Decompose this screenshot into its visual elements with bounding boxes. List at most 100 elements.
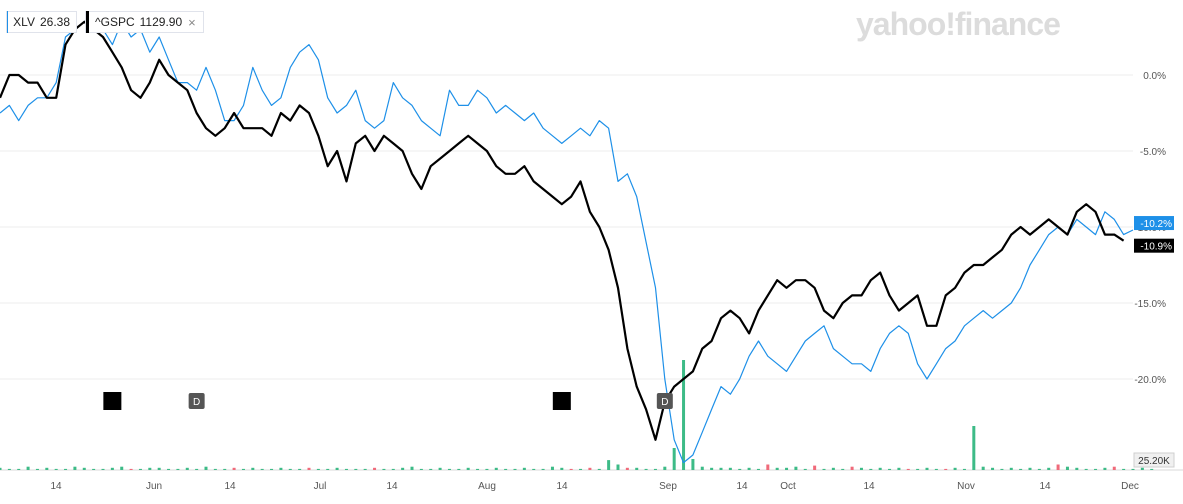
volume-bar <box>73 467 76 470</box>
y-tick-label: -15.0% <box>1134 299 1166 310</box>
x-tick-label: Sep <box>659 481 677 492</box>
volume-bar <box>205 467 208 470</box>
volume-bar <box>598 469 601 470</box>
volume-bar <box>944 469 947 470</box>
volume-bar <box>382 469 385 470</box>
volume-bar <box>1075 468 1078 470</box>
volume-bar <box>991 468 994 470</box>
legend-xlv[interactable]: XLV 26.38 <box>6 11 77 33</box>
volume-bar <box>354 469 357 470</box>
volume-bar <box>738 469 741 470</box>
x-tick-label: 14 <box>556 481 568 492</box>
volume-bar <box>551 467 554 470</box>
series-line-gspc <box>0 22 1124 440</box>
volume-bar <box>626 468 629 470</box>
volume-bar <box>663 467 666 470</box>
volume-bar <box>289 469 292 470</box>
volume-bar <box>1122 469 1125 470</box>
volume-bar <box>429 469 432 470</box>
volume-bar <box>720 468 723 470</box>
volume-bar <box>785 468 788 470</box>
volume-bar <box>504 469 507 470</box>
volume-bar <box>635 468 638 470</box>
volume-bar <box>476 469 479 470</box>
volume-bar <box>298 469 301 470</box>
volume-bar <box>495 468 498 470</box>
volume-bar <box>195 469 198 470</box>
volume-bar <box>439 468 442 470</box>
volume-bar <box>364 469 367 470</box>
volume-bar <box>757 469 760 470</box>
volume-bar <box>92 469 95 470</box>
volume-bar <box>1085 469 1088 470</box>
volume-bar <box>710 468 713 470</box>
x-tick-label: 14 <box>224 481 236 492</box>
volume-bar <box>691 459 694 470</box>
volume-bar <box>317 469 320 470</box>
close-icon[interactable]: × <box>188 15 196 30</box>
volume-bar <box>1029 468 1032 470</box>
volume-bar <box>392 469 395 470</box>
volume-bar <box>532 469 535 470</box>
legend-symbol-gspc: ^GSPC <box>95 15 135 29</box>
volume-bar <box>794 467 797 470</box>
legend-symbol-xlv: XLV <box>13 15 35 29</box>
volume-bar <box>560 468 563 470</box>
volume-bar <box>1113 467 1116 470</box>
volume-bar <box>1057 465 1060 471</box>
event-marker <box>103 392 121 410</box>
volume-bar <box>242 469 245 470</box>
legend-swatch-gspc <box>86 11 89 33</box>
volume-bar <box>1010 468 1013 470</box>
volume-bar <box>1132 469 1135 470</box>
volume-bar <box>27 467 30 470</box>
volume-bar <box>897 468 900 470</box>
volume-bar <box>701 467 704 470</box>
x-tick-label: Jul <box>314 481 327 492</box>
volume-bar <box>1038 469 1041 470</box>
volume-bar <box>523 468 526 470</box>
volume-bar <box>776 468 779 470</box>
volume-bar <box>485 469 488 470</box>
volume-bar <box>1066 467 1069 470</box>
x-tick-label: 14 <box>863 481 875 492</box>
volume-bar <box>1000 469 1003 470</box>
volume-bar <box>841 469 844 470</box>
volume-bar <box>176 469 179 470</box>
volume-bar <box>588 468 591 470</box>
volume-bar <box>1047 468 1050 470</box>
volume-bar <box>832 468 835 470</box>
volume-bar <box>467 468 470 470</box>
volume-bar <box>167 469 170 470</box>
volume-bar <box>186 468 189 470</box>
volume-bar <box>420 469 423 470</box>
volume-bar <box>261 469 264 470</box>
x-tick-label: 14 <box>1039 481 1051 492</box>
volume-bar <box>654 469 657 470</box>
volume-bar <box>926 468 929 470</box>
event-marker <box>553 392 571 410</box>
legend-value-gspc: 1129.90 <box>140 15 183 29</box>
volume-bar <box>345 469 348 470</box>
volume-bar <box>617 465 620 471</box>
volume-bar <box>748 468 751 470</box>
volume-bar <box>8 469 11 470</box>
volume-bar <box>823 469 826 470</box>
legend-gspc[interactable]: ^GSPC 1129.90 × <box>85 11 204 33</box>
volume-bar <box>813 466 816 470</box>
volume-bar <box>607 460 610 470</box>
volume-bar <box>804 469 807 470</box>
volume-bar <box>682 360 685 470</box>
volume-bar <box>130 469 133 470</box>
volume-bar <box>139 469 142 470</box>
y-tick-label: 0.0% <box>1143 71 1166 82</box>
x-tick-label: Oct <box>780 481 796 492</box>
volume-bar <box>270 469 273 470</box>
volume-bar <box>963 469 966 470</box>
x-tick-label: Dec <box>1121 481 1139 492</box>
volume-bar <box>17 469 20 470</box>
volume-bar <box>448 469 451 470</box>
volume-bar <box>148 468 151 470</box>
